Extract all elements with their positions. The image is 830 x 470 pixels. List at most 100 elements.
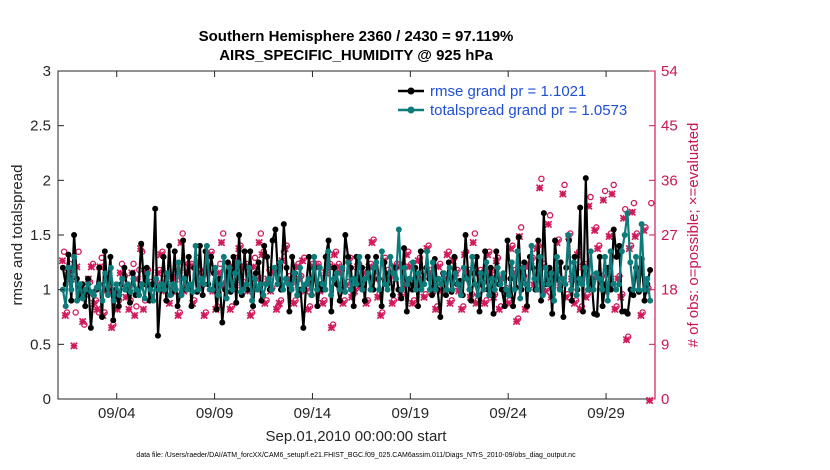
spread-point — [195, 286, 202, 293]
y-tick-label: 1.5 — [30, 227, 51, 244]
spread-point — [124, 281, 131, 288]
obs-possible-marker — [60, 248, 68, 255]
spread-point — [339, 264, 346, 271]
axes-layer: 0 0.5 1 1.5 2 2.5 3 0 9 18 27 36 45 54 09/04 09/09 09/14… — [30, 63, 678, 422]
spread-point — [455, 281, 462, 288]
obs-evaluated-marker — [70, 342, 78, 350]
spread-point — [635, 286, 642, 293]
obs-evaluated-marker — [443, 250, 451, 259]
spread-point — [460, 264, 467, 271]
spread-point — [133, 286, 140, 293]
spread-point — [565, 232, 572, 238]
spread-point — [474, 292, 481, 299]
spread-point — [342, 288, 349, 295]
rmse-point — [568, 297, 575, 304]
spread-point — [556, 286, 563, 293]
spread-point — [548, 270, 555, 277]
spread-point — [328, 292, 335, 299]
obs-evaluated-marker — [605, 232, 613, 241]
spread-point — [316, 264, 323, 271]
y-tick-label: 1 — [43, 282, 51, 299]
obs-evaluated-marker — [480, 299, 489, 308]
rmse-point — [241, 248, 248, 255]
x-tick-label: 09/04 — [98, 405, 136, 422]
rmse-point — [437, 314, 444, 320]
rmse-point — [185, 253, 192, 260]
spread-point — [435, 275, 442, 282]
spread-point — [345, 259, 352, 266]
rmse-point — [579, 308, 586, 315]
obs-evaluated-marker — [457, 305, 466, 314]
obs-possible-marker — [630, 199, 638, 207]
spread-point — [395, 226, 402, 233]
spread-point — [621, 232, 628, 238]
spread-point — [350, 275, 357, 282]
spread-point — [212, 264, 219, 271]
spread-point — [616, 281, 623, 288]
rmse-point — [415, 303, 422, 310]
rmse-point — [342, 232, 349, 238]
spread-point — [288, 286, 295, 293]
spread-point — [65, 264, 72, 271]
spread-point — [438, 281, 445, 288]
rmse-point — [462, 232, 469, 238]
spread-point — [141, 295, 148, 302]
obs-evaluated-marker — [388, 299, 396, 308]
obs-evaluated-marker — [116, 269, 125, 277]
spread-point — [82, 286, 89, 293]
spread-point — [130, 275, 137, 282]
spread-point — [486, 292, 493, 299]
spread-point — [265, 275, 272, 282]
spread-point — [443, 286, 450, 293]
spread-point — [590, 286, 597, 293]
spread-point — [446, 264, 453, 271]
spread-point — [463, 275, 470, 282]
rmse-point — [160, 253, 167, 260]
spread-point — [517, 295, 524, 302]
spread-point — [370, 264, 377, 271]
x-tick-label: 09/09 — [196, 405, 234, 422]
rmse-point — [59, 264, 66, 271]
rmse-point — [501, 303, 508, 310]
rmse-point — [498, 286, 505, 293]
spread-point — [220, 253, 227, 260]
obs-evaluated-marker — [544, 220, 553, 229]
spread-point — [169, 281, 176, 288]
obs-evaluated-marker — [58, 257, 67, 265]
spread-point — [520, 264, 527, 271]
spread-point — [630, 286, 637, 293]
spread-point — [246, 264, 253, 271]
spread-point — [401, 264, 408, 271]
rmse-point — [442, 292, 449, 299]
spread-point — [62, 303, 69, 310]
spread-point — [175, 259, 182, 266]
rmse-point — [171, 248, 178, 255]
obs-evaluated-marker — [139, 305, 148, 314]
y-right-tick-label: 9 — [661, 336, 669, 353]
spread-point — [424, 248, 431, 255]
rmse-point — [99, 314, 106, 320]
spread-point — [311, 253, 318, 260]
obs-evaluated-marker — [431, 305, 440, 314]
obs-evaluated-marker — [376, 311, 385, 320]
rmse-point — [613, 253, 620, 260]
spread-point — [596, 275, 603, 282]
spread-point — [277, 259, 284, 266]
spread-point — [489, 275, 496, 282]
rmse-point — [504, 237, 511, 244]
legend-rmse-label: rmse grand pr = 1.1021 — [430, 83, 586, 100]
spread-point — [511, 286, 518, 293]
obs-evaluated-marker — [611, 305, 619, 314]
rmse-point — [510, 303, 517, 310]
rmse-point — [65, 251, 72, 258]
y-right-tick-label: 18 — [661, 282, 678, 299]
rmse-point — [272, 226, 279, 233]
obs-evaluated-marker — [125, 305, 133, 314]
spread-point — [528, 242, 535, 249]
rmse-point — [283, 264, 290, 271]
spread-point — [96, 281, 103, 288]
rmse-point — [401, 245, 408, 252]
spread-point — [294, 292, 301, 299]
rmse-point — [535, 237, 542, 244]
spread-point — [525, 286, 532, 293]
